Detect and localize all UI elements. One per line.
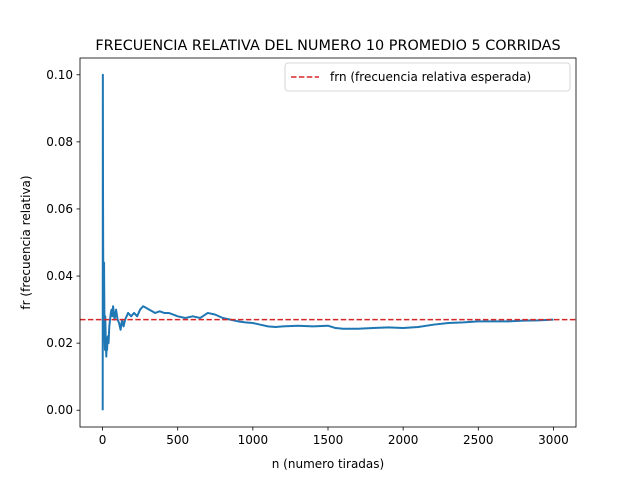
y-tick-label: 0.04 <box>46 269 73 283</box>
chart-title: FRECUENCIA RELATIVA DEL NUMERO 10 PROMED… <box>95 38 560 54</box>
legend: frn (frecuencia relativa esperada) <box>284 62 571 92</box>
x-tick-label: 500 <box>166 433 189 447</box>
y-axis-label: fr (frecuencia relativa) <box>19 175 33 309</box>
y-tick-label: 0.02 <box>46 336 73 350</box>
y-tick-label: 0.10 <box>46 68 73 82</box>
x-tick-label: 1500 <box>313 433 344 447</box>
y-axis-ticks: 0.00 0.02 0.04 0.06 0.08 0.10 <box>46 68 80 417</box>
x-tick-label: 2000 <box>388 433 419 447</box>
series-layer <box>80 73 576 411</box>
y-tick-label: 0.00 <box>46 403 73 417</box>
y-tick-label: 0.08 <box>46 135 73 149</box>
y-tick-label: 0.06 <box>46 202 73 216</box>
x-axis-label: n (numero tiradas) <box>272 457 384 471</box>
x-axis-ticks: 0 500 1000 1500 2000 2500 3000 <box>99 427 569 447</box>
x-tick-label: 2500 <box>463 433 494 447</box>
plot-area <box>80 58 576 427</box>
x-tick-label: 3000 <box>538 433 569 447</box>
legend-box <box>284 62 571 92</box>
x-tick-label: 0 <box>99 433 107 447</box>
x-tick-label: 1000 <box>238 433 269 447</box>
legend-label-expected: frn (frecuencia relativa esperada) <box>330 70 531 84</box>
relative-frequency-series-line <box>101 73 554 411</box>
